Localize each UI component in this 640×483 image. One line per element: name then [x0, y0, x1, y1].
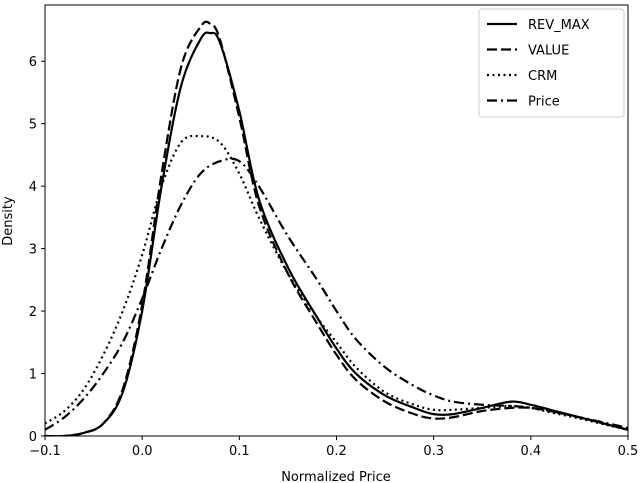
y-tick-label: 4 — [29, 180, 37, 195]
x-tick-label: 0.2 — [326, 444, 347, 459]
series-line-price — [45, 157, 628, 431]
legend-entry-label: REV_MAX — [528, 18, 590, 33]
series-layer — [45, 20, 628, 436]
x-axis: −0.1 0.0 0.1 0.2 0.3 0.4 0.5 — [29, 436, 638, 459]
legend-entry-label: CRM — [528, 69, 557, 84]
y-tick-label: 6 — [29, 55, 37, 70]
x-tick-label: 0.1 — [229, 444, 250, 459]
y-axis: 0 1 2 3 4 5 6 — [29, 55, 45, 445]
x-tick-label: −0.1 — [29, 444, 61, 459]
x-axis-label: Normalized Price — [281, 470, 391, 483]
x-tick-label: 0.5 — [618, 444, 639, 459]
x-tick-label: 0.4 — [520, 444, 541, 459]
series-line-value — [45, 20, 628, 436]
legend-entry-label: VALUE — [528, 44, 569, 59]
legend: REV_MAX VALUE CRM Price — [478, 8, 625, 118]
y-tick-label: 1 — [29, 368, 37, 383]
x-tick-label: 0.0 — [132, 444, 153, 459]
y-tick-label: 0 — [29, 430, 37, 445]
y-tick-label: 2 — [29, 305, 37, 320]
y-axis-label: Density — [1, 196, 16, 246]
legend-entry-label: Price — [528, 95, 560, 110]
y-tick-label: 3 — [29, 243, 37, 258]
legend-box — [478, 8, 625, 118]
y-tick-label: 5 — [29, 118, 37, 133]
series-line-crm — [45, 134, 628, 431]
x-tick-label: 0.3 — [423, 444, 444, 459]
